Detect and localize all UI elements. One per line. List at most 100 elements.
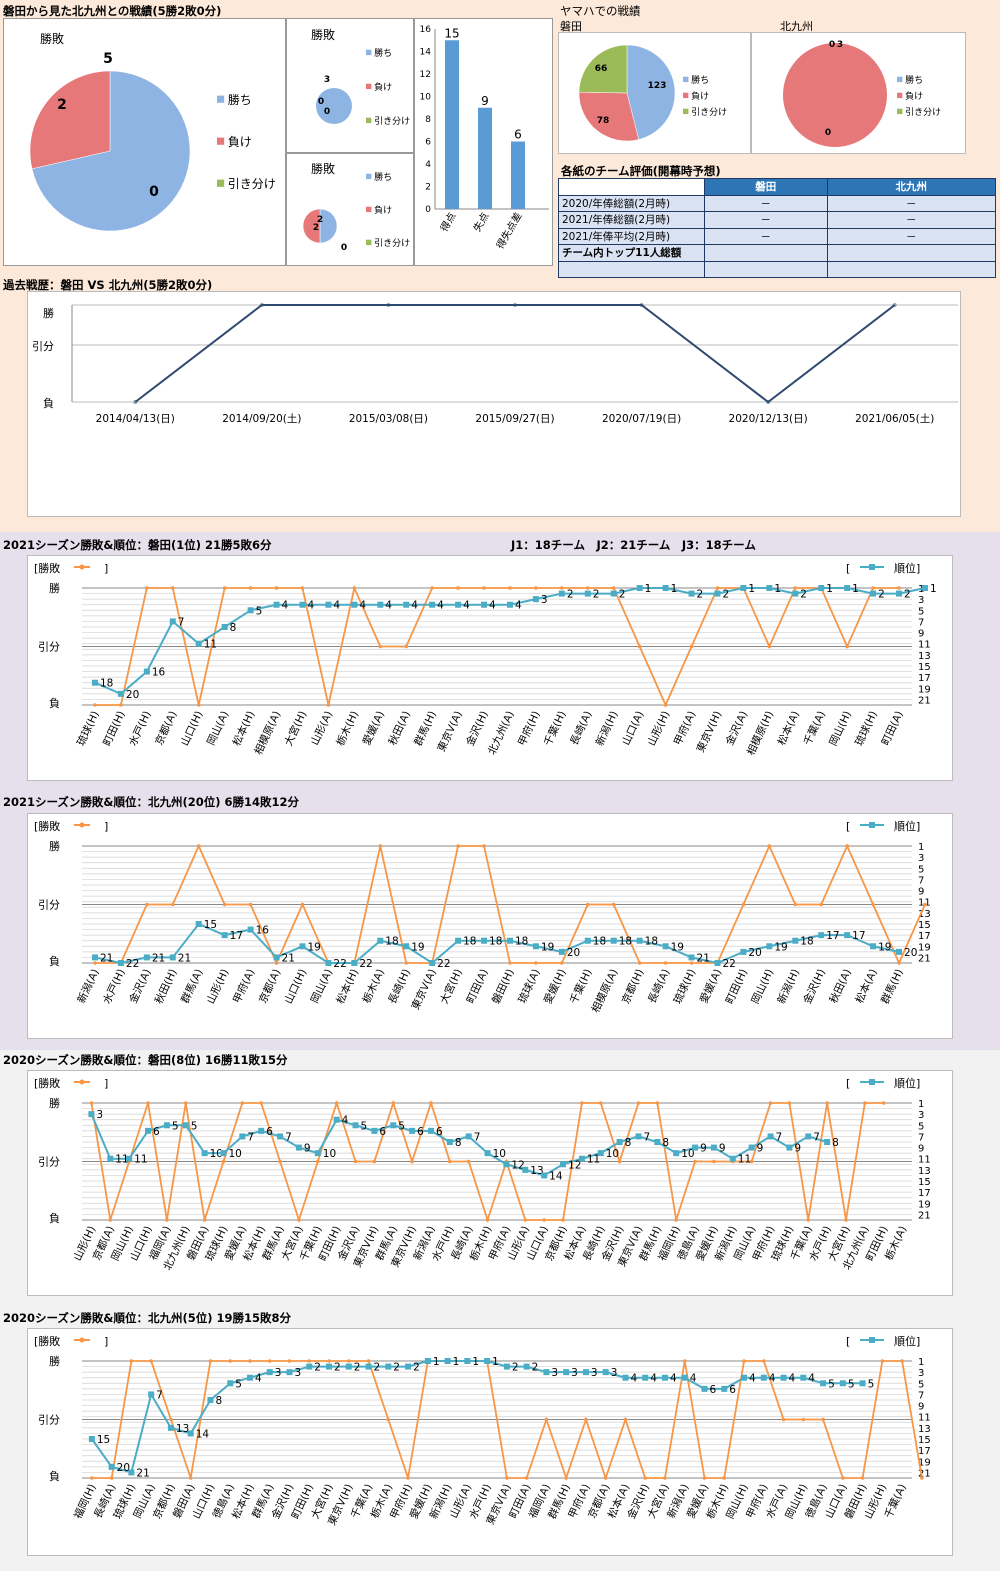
- rank-label: 4: [333, 600, 340, 612]
- rank-point: [167, 1424, 174, 1431]
- category-label: 得失点差: [493, 210, 524, 251]
- result-point: [761, 1359, 766, 1363]
- pie-slice-win: [316, 88, 352, 124]
- result-point: [326, 703, 331, 707]
- legend-result-marker: [79, 564, 85, 570]
- y-tick-label: 16: [420, 25, 432, 35]
- rank-point: [266, 1369, 273, 1376]
- result-point: [544, 1417, 549, 1422]
- rank-label: 8: [230, 622, 237, 634]
- match-label: 東京V(A): [409, 967, 439, 1012]
- match-label: 琉球(H): [74, 709, 101, 748]
- rank-tick: 5: [918, 1379, 924, 1390]
- y-label: 引分: [38, 1155, 60, 1169]
- result-point: [715, 586, 720, 590]
- record-pie-box: 5 2 0 勝ち 負け 引き分け 勝敗: [3, 18, 286, 266]
- rank-label: 18: [489, 936, 502, 948]
- rank-tick: 1: [918, 842, 924, 853]
- y-tick-label: 14: [420, 48, 432, 58]
- match-label: 山口(A): [620, 709, 646, 747]
- rank-point: [896, 948, 903, 955]
- rank-label: 4: [808, 1373, 815, 1385]
- page-title: 磐田から見た北九州との戦績(5勝2敗0分): [3, 4, 222, 18]
- legend-rank-marker: [869, 1337, 875, 1343]
- rank-label: 1: [852, 583, 859, 595]
- rank-point: [921, 585, 928, 591]
- result-point: [508, 961, 512, 965]
- pie-slice-lose: [302, 208, 321, 244]
- legend-result-end: ]: [104, 562, 108, 575]
- result-point: [637, 644, 642, 649]
- rank-point: [792, 937, 799, 944]
- rank-label: 1: [492, 1356, 499, 1368]
- result-point: [689, 961, 694, 965]
- rank-tick: 3: [918, 1368, 924, 1379]
- rank-label: 4: [749, 1373, 756, 1385]
- season-title: 2020シーズン勝敗&順位：磐田(8位) 16勝11敗15分: [3, 1053, 288, 1067]
- rank-point: [277, 1133, 284, 1140]
- rank-label: 17: [826, 930, 839, 942]
- legend-result-label: [勝敗: [34, 1334, 60, 1348]
- rank-label: 4: [282, 600, 289, 612]
- rank-label: 11: [134, 1154, 147, 1166]
- legend-rank-end: 順位]: [894, 1334, 920, 1348]
- rank-point: [523, 1363, 530, 1370]
- rank-point: [506, 601, 513, 608]
- result-point: [93, 703, 97, 707]
- result-point: [346, 1359, 351, 1363]
- rank-label: 1: [748, 583, 755, 595]
- result-point: [222, 586, 227, 590]
- result-point: [767, 844, 772, 848]
- rank-label: 1: [472, 1356, 479, 1368]
- rank-label: 17: [230, 930, 243, 942]
- rank-point: [286, 1369, 293, 1376]
- legend-result-label: [勝敗: [34, 1076, 60, 1090]
- rank-tick: 19: [918, 1199, 931, 1210]
- y-label: 勝: [49, 581, 60, 595]
- rank-tick: 15: [918, 920, 931, 931]
- eval-cell: －: [704, 194, 828, 212]
- legend-swatch-lose: [366, 83, 372, 90]
- match-label: 甲府(A): [671, 709, 698, 747]
- rank-label: 20: [567, 947, 580, 959]
- result-point: [860, 1476, 865, 1480]
- yamaha-kita-label: 北九州: [780, 20, 813, 33]
- eval-cell: [704, 260, 828, 278]
- rank-point: [195, 640, 202, 647]
- rank-tick: 3: [918, 595, 924, 606]
- rank-label: 19: [411, 941, 424, 953]
- rank-label: 7: [776, 1131, 783, 1143]
- pie-title: 勝敗: [311, 27, 335, 42]
- eval-cell: －: [704, 211, 828, 229]
- result-point: [598, 1101, 603, 1105]
- rank-tick: 21: [918, 953, 931, 964]
- rank-point: [584, 937, 591, 944]
- result-point: [920, 1476, 924, 1480]
- rank-point: [610, 937, 617, 944]
- rank-label: 6: [729, 1384, 736, 1396]
- result-point: [663, 703, 668, 707]
- rank-point: [584, 590, 591, 597]
- rank-label: 2: [593, 589, 600, 601]
- match-label: 金沢(H): [463, 709, 490, 748]
- result-point: [378, 644, 383, 649]
- rank-tick: 7: [918, 875, 924, 886]
- rank-label: 19: [774, 941, 787, 953]
- match-label: 長崎(A): [567, 709, 594, 747]
- legend-swatch-win: [366, 173, 372, 180]
- rank-point: [195, 921, 202, 927]
- rank-point: [597, 1150, 604, 1157]
- rank-point: [221, 932, 228, 939]
- legend-label-win: 勝ち: [905, 74, 923, 86]
- match-label: 山形(A): [309, 709, 335, 747]
- rank-label: 2: [567, 589, 574, 601]
- legend-swatch-win: [217, 95, 225, 103]
- result-point: [534, 961, 538, 965]
- rank-point: [405, 1363, 412, 1370]
- y-tick-label: 10: [420, 93, 432, 103]
- result-point: [584, 1417, 588, 1422]
- rank-point: [325, 960, 332, 966]
- rank-label: 2: [878, 589, 885, 601]
- rank-point: [143, 954, 150, 961]
